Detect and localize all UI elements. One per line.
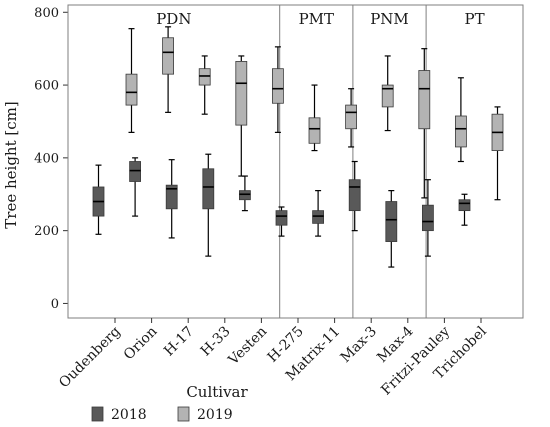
box-2018-H-17	[165, 159, 178, 239]
box-body	[125, 73, 138, 106]
box-body	[238, 190, 251, 201]
box-body	[421, 204, 434, 232]
box-2018-H-33	[202, 153, 215, 257]
x-tick-label: H-17	[161, 324, 197, 360]
box-2019-Fritzi-Pauley	[454, 77, 467, 163]
group-label: PDN	[156, 10, 191, 28]
box-2019-H-275	[308, 84, 321, 152]
box-body	[202, 168, 215, 210]
group-label: PMT	[299, 10, 334, 28]
group-labels: PDN PMT PNM PT	[156, 10, 484, 28]
box-body	[458, 199, 471, 212]
box-body	[275, 210, 288, 226]
legend-label-2019: 2019	[197, 407, 233, 423]
y-tick-label: 800	[34, 6, 59, 21]
legend: 2018 2019	[91, 406, 233, 423]
y-tick-label: 600	[34, 79, 59, 94]
box-2019-H-33	[235, 55, 248, 177]
box-body	[418, 70, 431, 130]
box-body	[385, 201, 398, 242]
y-axis: 0 200 400 600 800	[34, 6, 68, 312]
box-2018-Vesten	[238, 175, 251, 212]
box-2019-Matrix-11	[345, 88, 358, 148]
box-body	[308, 117, 321, 144]
box-2018-Max-4	[385, 190, 398, 268]
box-body	[345, 104, 358, 130]
legend-label-2018: 2018	[111, 407, 147, 423]
plot-border	[67, 4, 524, 319]
box-2019-Max-4	[418, 48, 431, 199]
box-2018-Fritzi-Pauley	[421, 179, 434, 257]
box-2018-Trichobel	[458, 193, 471, 226]
box-2018-Oudenberg	[92, 164, 105, 235]
box-2019-H-17	[198, 55, 211, 115]
box-series	[92, 26, 504, 268]
box-body	[235, 61, 248, 126]
x-tick-label: Orion	[121, 324, 161, 364]
box-2018-Orion	[129, 157, 142, 217]
box-body	[271, 68, 284, 104]
box-body	[454, 115, 467, 148]
box-body	[348, 179, 361, 212]
x-tick-label: Max-3	[338, 324, 380, 366]
group-label: PNM	[370, 10, 409, 28]
box-2018-Matrix-11	[312, 190, 325, 237]
box-2019-Oudenberg	[125, 28, 138, 133]
legend-swatch-2018	[91, 406, 104, 422]
box-2019-Vesten	[271, 46, 284, 133]
y-axis-label: Tree height [cm]	[2, 101, 20, 228]
box-body	[129, 161, 142, 182]
box-body	[165, 184, 178, 210]
box-2019-Trichobel	[491, 106, 504, 201]
group-label: PT	[464, 10, 484, 28]
y-tick-label: 400	[34, 151, 59, 166]
x-axis-label: Cultivar	[186, 383, 248, 401]
y-tick-label: 0	[51, 297, 59, 312]
x-tick-label: Oudenberg	[56, 323, 124, 391]
box-body	[381, 84, 394, 108]
y-tick-label: 200	[34, 224, 59, 239]
box-body	[312, 210, 325, 224]
box-2019-Orion	[162, 26, 175, 113]
box-2018-H-275	[275, 206, 288, 237]
box-body	[198, 68, 211, 86]
box-body	[162, 37, 175, 75]
box-2019-Max-3	[381, 55, 394, 132]
x-tick-label: Vesten	[225, 324, 270, 369]
legend-swatch-2019	[177, 406, 190, 422]
box-2018-Max-3	[348, 160, 361, 232]
